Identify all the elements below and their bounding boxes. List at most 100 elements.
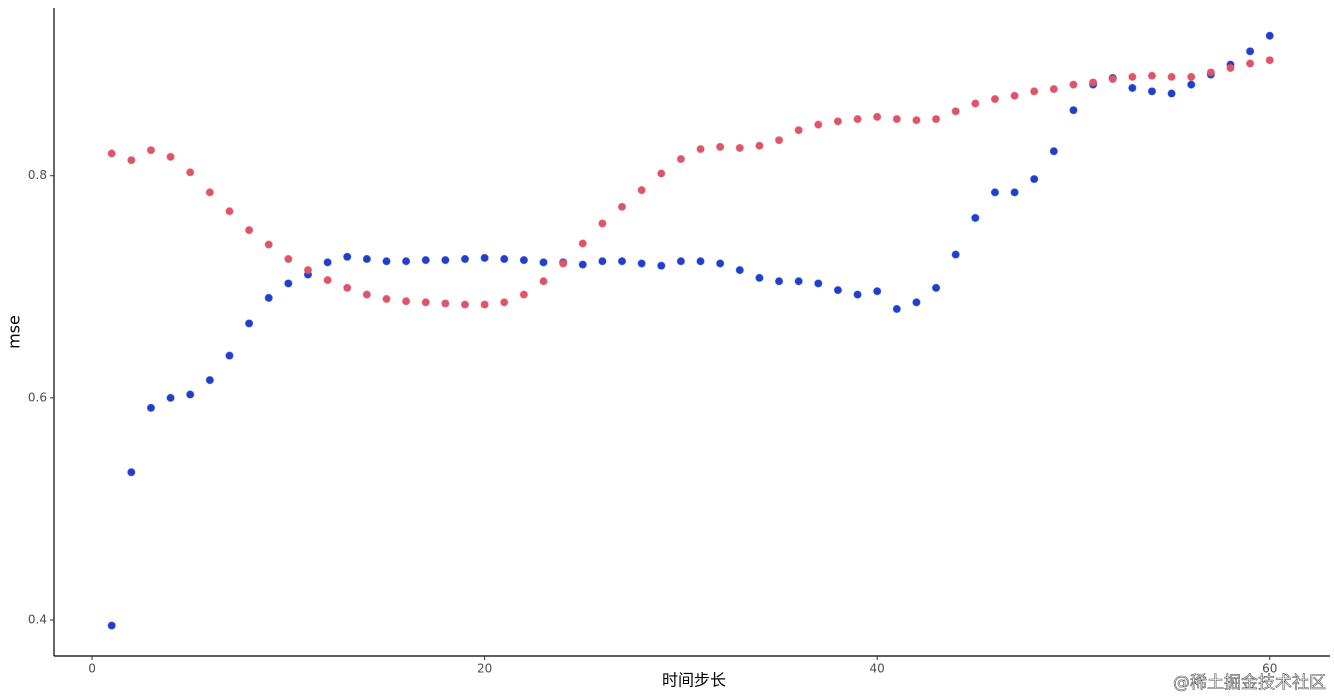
x-tick-label: 0 [88,662,96,676]
point [1187,72,1196,81]
point [716,142,725,151]
point [362,290,371,299]
point [794,277,803,286]
point [578,239,587,248]
point [539,258,548,267]
point [657,169,666,178]
point [205,188,214,197]
point [264,240,273,249]
point [559,259,568,268]
point [146,146,156,155]
point [833,117,843,126]
point [460,300,470,309]
point [460,254,470,264]
y-tick-label: 0.6 [28,390,47,404]
point [323,276,332,285]
point [205,375,214,385]
point [1206,68,1215,77]
point [343,283,352,293]
point [480,253,489,263]
point [1069,80,1078,89]
point [637,186,646,195]
point [657,261,666,270]
point [421,256,430,265]
point [166,152,175,161]
point [244,319,254,328]
point [1128,83,1137,93]
point [1226,63,1235,73]
point [519,290,528,299]
point [343,252,352,261]
point [1187,80,1196,89]
point [441,256,450,265]
point [814,120,823,129]
point [500,298,509,307]
y-axis-title: mse [5,315,24,349]
point [853,114,862,124]
point [617,257,627,266]
x-tick-label: 40 [870,662,885,676]
point [480,300,489,309]
point [1088,78,1098,87]
point [1030,87,1039,96]
point [186,390,195,399]
point [1265,31,1274,40]
point [1167,72,1176,81]
x-tick-label: 20 [477,662,492,676]
point [127,468,136,477]
point [1246,59,1255,68]
point [774,277,784,286]
point [578,260,587,269]
point [814,279,823,288]
point [1010,188,1019,197]
point [1147,87,1157,96]
point [1030,174,1039,184]
point [1246,47,1255,56]
point [716,259,725,268]
point [441,299,450,308]
point [617,202,627,211]
point [146,403,156,412]
point [598,257,607,266]
point [931,114,941,124]
point [912,116,921,125]
point [107,149,116,158]
watermark: @稀土掘金技术社区 [1173,673,1326,693]
point [951,250,960,259]
point [735,143,744,153]
point [303,266,313,275]
point [225,207,234,216]
point [990,188,1000,197]
point [225,351,234,360]
point [421,298,430,307]
point [1049,84,1058,94]
point [166,393,175,402]
point [755,273,764,283]
point [853,290,862,299]
point [676,154,686,164]
point [186,168,195,177]
point [676,257,686,266]
point [735,266,744,275]
point [284,254,293,264]
point [107,621,116,630]
point [1167,89,1176,98]
point [931,283,941,293]
point [284,279,293,288]
point [382,294,391,304]
point [402,257,411,266]
point [1147,71,1157,80]
point [833,286,843,295]
x-axis-title: 时间步长 [662,671,726,690]
point [264,293,273,303]
point [1049,147,1058,156]
point [971,99,980,108]
point [794,126,803,135]
point [519,256,528,265]
point [539,277,548,286]
point [1108,74,1117,84]
point [127,156,136,165]
y-tick-label: 0.4 [28,613,47,627]
point [1069,106,1078,115]
